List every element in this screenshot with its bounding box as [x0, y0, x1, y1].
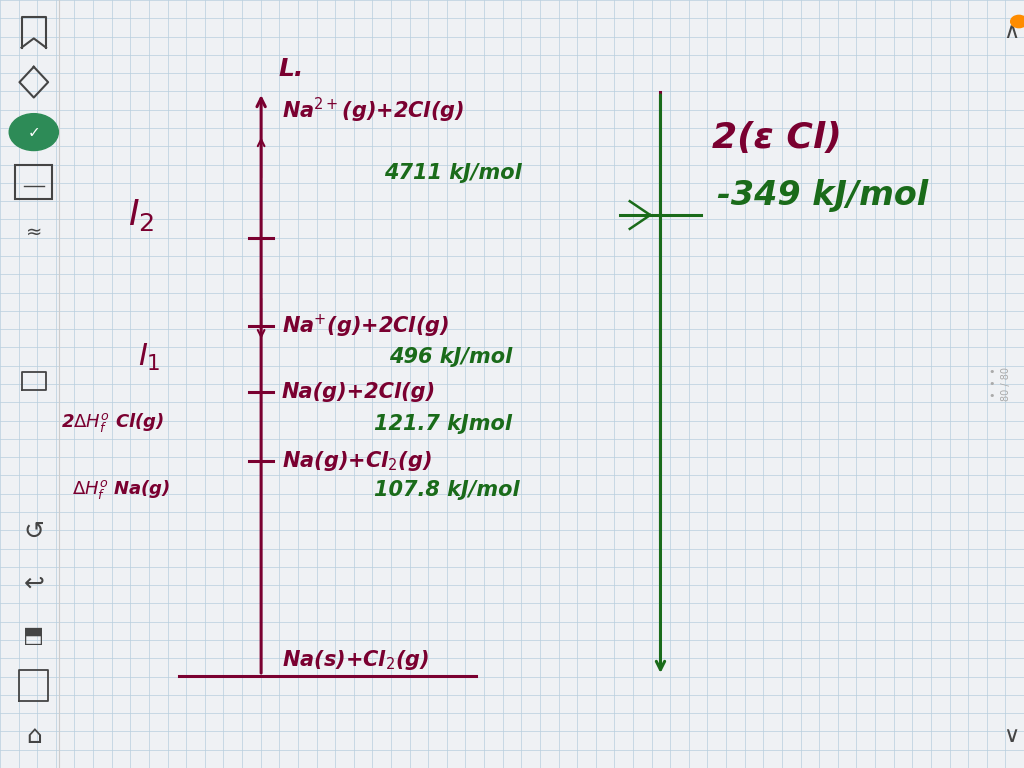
- Text: L.: L.: [279, 57, 304, 81]
- Text: Na(g)+Cl$_2$(g): Na(g)+Cl$_2$(g): [282, 449, 431, 473]
- Text: Na$^{2+}$(g)+2Cl(g): Na$^{2+}$(g)+2Cl(g): [282, 96, 464, 125]
- Text: $\Delta H_f^o$ Na(g): $\Delta H_f^o$ Na(g): [72, 478, 170, 502]
- Text: •
•
•: • • •: [988, 367, 994, 401]
- Text: 4711 kJ/mol: 4711 kJ/mol: [384, 163, 522, 183]
- Text: ∨: ∨: [1004, 726, 1020, 746]
- Text: $I_1$: $I_1$: [138, 342, 161, 372]
- Text: ↺: ↺: [24, 519, 44, 544]
- Text: Na(s)+Cl$_2$(g): Na(s)+Cl$_2$(g): [282, 648, 429, 673]
- Circle shape: [1011, 15, 1024, 28]
- Text: Na$^{+}$(g)+2Cl(g): Na$^{+}$(g)+2Cl(g): [282, 313, 449, 340]
- Text: $I_2$: $I_2$: [128, 197, 155, 233]
- Text: Na(g)+2Cl(g): Na(g)+2Cl(g): [282, 382, 436, 402]
- Bar: [15, 165, 52, 199]
- Text: 496 kJ/mol: 496 kJ/mol: [389, 347, 512, 367]
- Text: -349 kJ/mol: -349 kJ/mol: [717, 180, 928, 212]
- Circle shape: [9, 114, 58, 151]
- Text: 2$\Delta H_f^o$ Cl(g): 2$\Delta H_f^o$ Cl(g): [61, 412, 165, 435]
- Text: 107.8 kJ/mol: 107.8 kJ/mol: [374, 480, 519, 500]
- Text: ∧: ∧: [1004, 22, 1020, 42]
- Text: ⬒: ⬒: [24, 626, 44, 646]
- Text: ≈: ≈: [26, 223, 42, 241]
- Text: 80 / 80: 80 / 80: [1000, 367, 1011, 401]
- Text: ⌂: ⌂: [26, 723, 42, 748]
- Text: 2(ε Cl): 2(ε Cl): [712, 121, 842, 155]
- Text: ↩: ↩: [24, 571, 44, 596]
- Text: ✓: ✓: [28, 124, 40, 140]
- Text: 121.7 kJmol: 121.7 kJmol: [374, 414, 512, 434]
